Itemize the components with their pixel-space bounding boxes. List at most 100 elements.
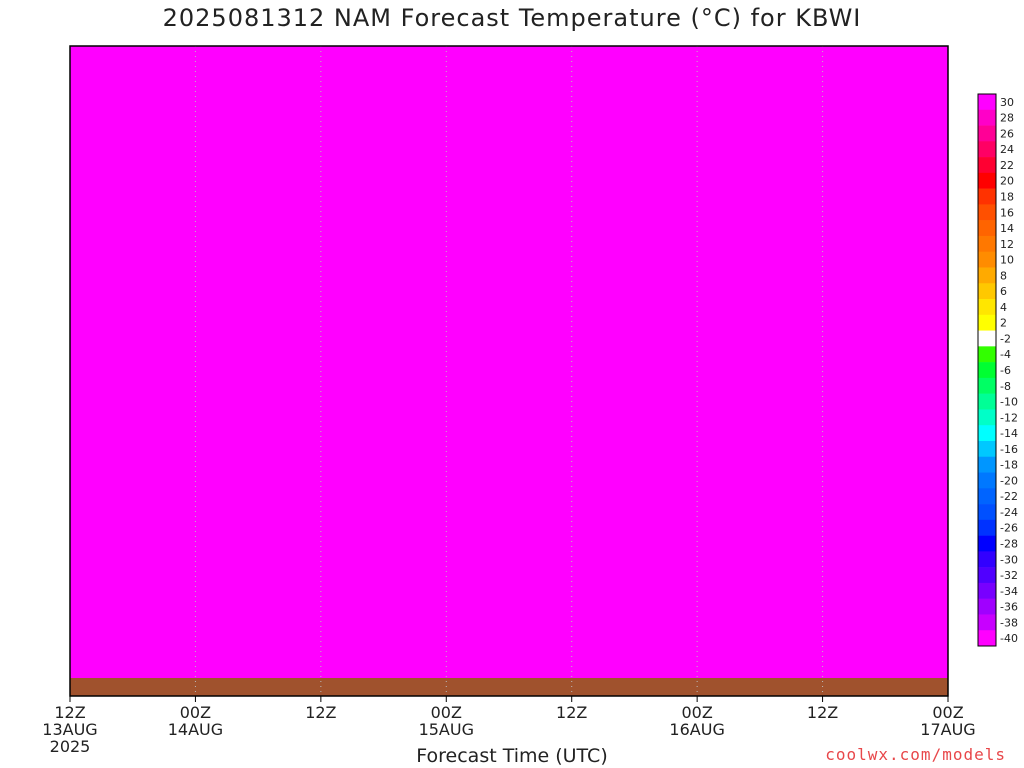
colorbar-cell [978,598,996,615]
temperature-band [70,110,948,115]
temperature-band [70,498,948,503]
colorbar-cell [978,267,996,284]
colorbar-cell [978,251,996,268]
temperature-band [70,458,948,463]
temperature-band [70,50,948,55]
temperature-band [70,474,948,479]
colorbar-label: -30 [1000,553,1018,566]
temperature-band [70,154,948,159]
colorbar-cell [978,346,996,363]
temperature-band [70,602,948,607]
temperature-band [70,130,948,135]
colorbar-label: -12 [1000,411,1018,424]
colorbar-cell [978,141,996,158]
temperature-band [70,506,948,511]
colorbar-cell [978,220,996,237]
colorbar-label: -38 [1000,616,1018,629]
temperature-band [70,406,948,411]
temperature-band [70,314,948,319]
colorbar-label: -18 [1000,459,1018,472]
temperature-band [70,414,948,419]
temperature-band [70,342,948,347]
temperature-band [70,578,948,583]
colorbar-cell [978,362,996,379]
temperature-band [70,138,948,143]
colorbar-label: -26 [1000,522,1018,535]
colorbar-cell [978,204,996,221]
ground-surface [70,678,948,696]
temperature-band [70,370,948,375]
temperature-band [70,234,948,239]
colorbar-cell [978,456,996,473]
colorbar-label: -36 [1000,601,1018,614]
temperature-band [70,162,948,167]
temperature-band [70,482,948,487]
colorbar-label: 16 [1000,206,1014,219]
temperature-band [70,174,948,179]
x-tick-label: 00Z [932,703,963,722]
colorbar-cell [978,519,996,536]
temperature-band [70,338,948,343]
x-tick-label: 00Z [681,703,712,722]
colorbar-label: 28 [1000,112,1014,125]
temperature-band [70,46,948,51]
temperature-band [70,590,948,595]
temperature-band [70,214,948,219]
temperature-band [70,346,948,351]
temperature-band [70,190,948,195]
temperature-band [70,410,948,415]
plot-frame [69,45,949,697]
temperature-band [70,146,948,151]
temperature-band [70,662,948,667]
temperature-band [70,206,948,211]
temperature-band [70,254,948,259]
temperature-band [70,226,948,231]
temperature-band [70,78,948,83]
temperature-band [70,666,948,671]
temperature-band [70,674,948,679]
temperature-band [70,298,948,303]
temperature-band [70,618,948,623]
x-axis-label: Forecast Time (UTC) [416,745,608,767]
colorbar-label: 22 [1000,159,1014,172]
temperature-band [70,522,948,527]
temperature-band [70,518,948,523]
colorbar-label: -40 [1000,632,1018,645]
temperature-band [70,66,948,71]
temperature-band [70,378,948,383]
temperature-band [70,218,948,223]
temperature-band [70,270,948,275]
temperature-band [70,466,948,471]
temperature-band [70,262,948,267]
colorbar-cell [978,314,996,331]
colorbar-label: 4 [1000,301,1007,314]
temperature-band [70,302,948,307]
colorbar-cell [978,393,996,410]
temperature-band [70,122,948,127]
temperature-band [70,486,948,491]
colorbar-cell [978,235,996,253]
colorbar-cell [978,551,996,568]
x-tick-label: 16AUG [669,720,724,739]
temperature-band [70,230,948,235]
temperature-band [70,574,948,579]
temperature-band [70,450,948,455]
temperature-band [70,242,948,247]
temperature-band [70,74,948,79]
x-tick-label: 13AUG [42,720,97,739]
x-tick-label: 12Z [54,703,85,722]
colorbar-label: -22 [1000,490,1018,503]
temperature-band [70,642,948,647]
temperature-band [70,654,948,659]
temperature-band [70,566,948,571]
temperature-band [70,118,948,123]
temperature-band [70,594,948,599]
x-tick-label: 12Z [556,703,587,722]
x-tick-label: 12Z [305,703,336,722]
temperature-band [70,326,948,331]
temperature-band [70,434,948,439]
credit-text: coolwx.com/models [825,745,1006,764]
colorbar-label: 30 [1000,96,1014,109]
colorbar-frame [977,93,997,647]
